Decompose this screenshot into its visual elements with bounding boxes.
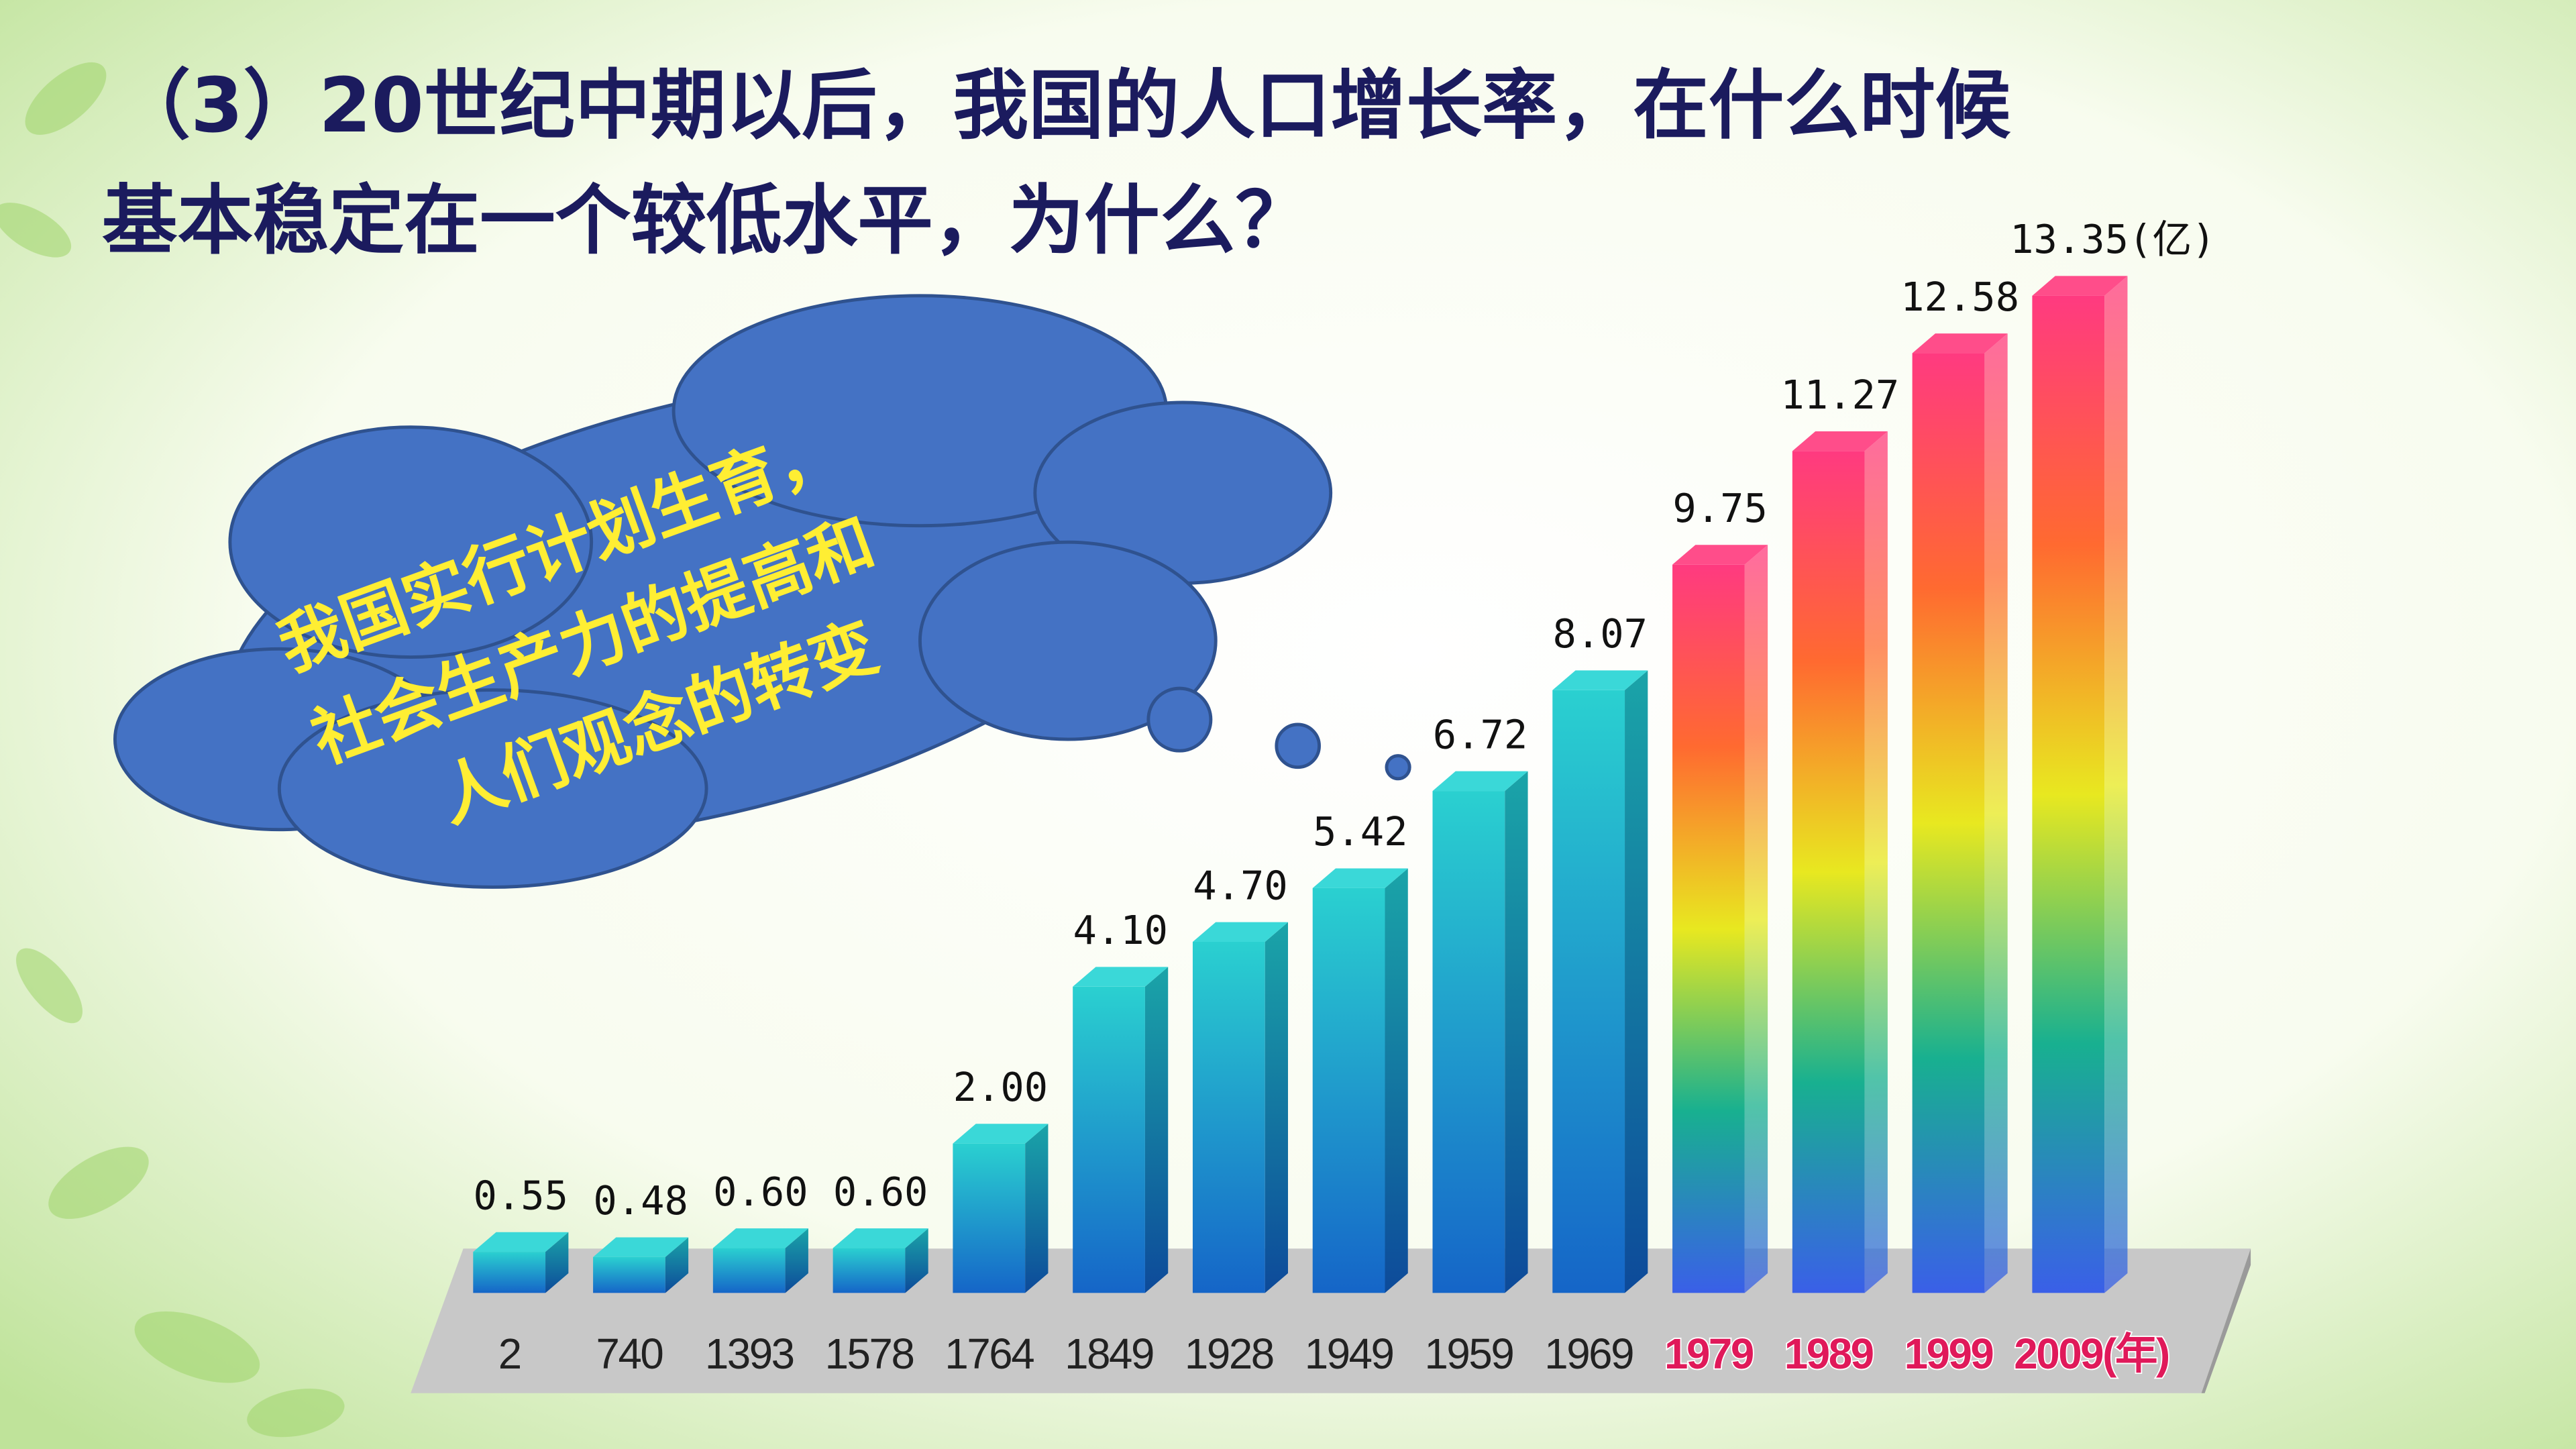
bar-top <box>1672 545 1768 565</box>
bar-side <box>1864 431 1888 1293</box>
bar <box>1432 791 1505 1293</box>
x-tick-label: 740 <box>596 1330 663 1378</box>
leaf-decoration <box>0 62 345 1438</box>
bar <box>1312 888 1385 1293</box>
data-label: 0.60 <box>833 1169 928 1215</box>
bar-side <box>1744 545 1768 1293</box>
bar-top <box>1312 868 1408 888</box>
bar <box>593 1256 665 1293</box>
bar-top <box>1792 431 1888 451</box>
bar-side <box>1385 868 1408 1293</box>
x-tick-label: 1999 <box>1904 1330 1994 1378</box>
data-label: 4.10 <box>1073 907 1168 953</box>
x-tick-label: 1949 <box>1305 1330 1393 1378</box>
data-label: 2.00 <box>953 1064 1049 1110</box>
bar-side <box>1265 922 1288 1293</box>
bar-top <box>833 1228 928 1248</box>
bar-top <box>1552 670 1648 690</box>
bar <box>1912 353 1985 1293</box>
data-label: 8.07 <box>1553 610 1648 657</box>
bar-top <box>1432 771 1528 792</box>
x-tick-label: 1849 <box>1065 1330 1153 1378</box>
bar-side <box>1984 333 2008 1293</box>
data-label: 0.60 <box>713 1169 808 1215</box>
data-label: 0.48 <box>593 1177 688 1224</box>
bar-top <box>953 1124 1049 1144</box>
x-tick-label: 1764 <box>945 1330 1034 1378</box>
x-tick-label: 1989 <box>1784 1330 1874 1378</box>
data-label: 5.42 <box>1313 808 1408 855</box>
bar-side <box>545 1232 569 1293</box>
bar-top <box>2032 276 2128 296</box>
bar <box>1192 941 1265 1293</box>
bar-side <box>2104 276 2128 1293</box>
thought-cloud <box>113 294 1333 889</box>
bar <box>953 1143 1026 1293</box>
bar-top <box>1073 967 1169 987</box>
bar <box>833 1248 906 1293</box>
bar-side <box>1505 771 1528 1293</box>
x-tick-label: 1928 <box>1185 1330 1273 1378</box>
bar-top <box>712 1228 808 1248</box>
x-tick-label: 1969 <box>1544 1330 1633 1378</box>
bar-top <box>1912 333 2008 354</box>
data-label: 4.70 <box>1193 862 1288 908</box>
bar-side <box>785 1228 808 1293</box>
thought-bubbles <box>1146 686 1411 781</box>
data-label: 11.27 <box>1780 372 1899 418</box>
data-label: 12.58 <box>1900 274 2019 320</box>
x-tick-label: 2 <box>498 1330 521 1378</box>
bar-side <box>665 1237 689 1293</box>
bar <box>1792 451 1865 1293</box>
data-label: 6.72 <box>1433 711 1528 757</box>
slide-title: 基本稳定在一个较低水平，为什么？ <box>102 176 1311 264</box>
bar <box>473 1252 546 1293</box>
data-label: 9.75 <box>1672 485 1768 531</box>
x-tick-label: 1959 <box>1424 1330 1513 1378</box>
plot-area: 0.55 2 0.48 740 0.60 1393 0.60 1578 2.00 1764 4.10… <box>473 216 2216 1379</box>
bar-side <box>905 1228 928 1293</box>
bar-top <box>1192 922 1288 942</box>
bar <box>712 1248 786 1293</box>
x-tick-label: 1979 <box>1664 1330 1754 1378</box>
bar <box>2032 295 2105 1293</box>
bar-top <box>473 1232 569 1252</box>
x-tick-label: 2009(年) <box>2014 1330 2169 1378</box>
x-tick-label: 1578 <box>825 1330 914 1378</box>
bar-side <box>1144 967 1169 1293</box>
bar-side <box>1625 670 1648 1293</box>
data-label: 13.35(亿) <box>2010 216 2215 262</box>
bar-side <box>1025 1124 1049 1293</box>
bar-top <box>593 1237 689 1257</box>
bar <box>1672 564 1745 1293</box>
data-label: 0.55 <box>474 1172 569 1218</box>
x-tick-label: 1393 <box>705 1330 794 1378</box>
slide-title: （3）20世纪中期以后，我国的人口增长率，在什么时候 <box>115 61 2010 150</box>
bar <box>1073 986 1145 1293</box>
bar <box>1552 690 1625 1293</box>
